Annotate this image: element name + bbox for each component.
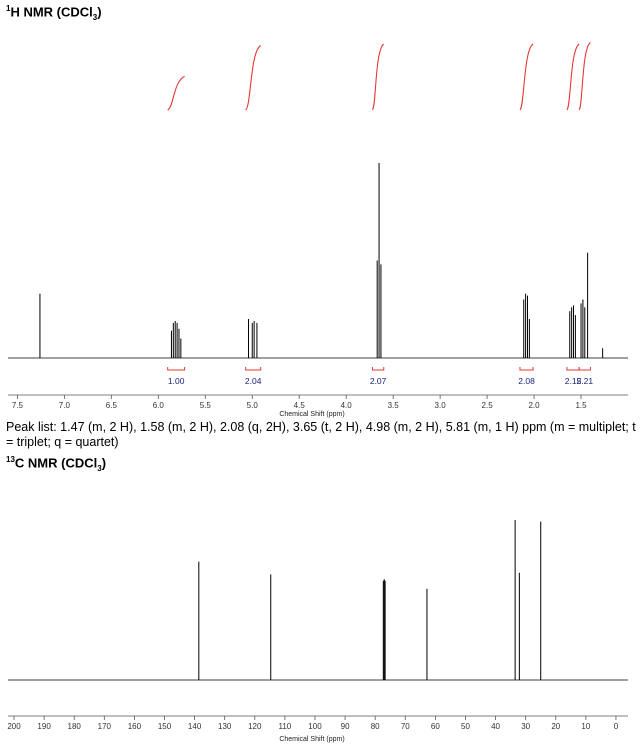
c-nmr-tick-label: 100 [308,722,322,731]
h-nmr-integral-bracket [578,367,591,371]
h-nmr-tick-label: 2.0 [528,401,540,410]
c-nmr-tick-label: 190 [37,722,51,731]
h-nmr-tick-label: 3.5 [388,401,400,410]
c-nmr-tick-label: 170 [98,722,112,731]
c-nmr-tick-label: 40 [491,722,500,731]
h-nmr-tick-label: 6.5 [106,401,118,410]
c-nmr-tick-label: 150 [158,722,172,731]
h-nmr-integral-value: 2.08 [518,376,535,386]
h-nmr-title: 1H NMR (CDCl3) [6,4,102,22]
h-nmr-tick-label: 4.0 [341,401,353,410]
c-nmr-tick-label: 70 [401,722,410,731]
h-nmr-integral-bracket [245,367,262,371]
h-nmr-integral-value: 2.07 [370,376,387,386]
c-nmr-tick-label: 200 [7,722,21,731]
c-nmr-tick-label: 140 [188,722,202,731]
h-nmr-integral-bracket [519,367,534,371]
h-nmr-integral-curve [167,75,185,111]
c-nmr-x-axis-label: Chemical Shift (ppm) [279,736,344,743]
c-nmr-tick-label: 60 [431,722,440,731]
h-nmr-ticks: 7.5 7.0 6.5 6.0 5.5 5.0 4.5 4.0 3.5 3.0 2.5 2.0 1.5 [12,395,587,410]
peak-list: Peak list: 1.47 (m, 2 H), 1.58 (m, 2 H),… [6,420,636,449]
c-nmr-tick-label: 10 [581,722,590,731]
h-nmr-tick-label: 5.5 [200,401,212,410]
h-nmr-tick-label: 4.5 [294,401,306,410]
h-nmr-tick-label: 7.0 [59,401,71,410]
c-nmr-tick-label: 80 [371,722,380,731]
h-nmr-tick-label: 7.5 [12,401,24,410]
h-nmr-integral-value: 2.15 [565,376,582,386]
c-nmr-tick-label: 90 [341,722,350,731]
c-nmr-tick-label: 110 [279,722,292,731]
h-nmr-tick-label: 6.0 [153,401,165,410]
c-nmr-tick-label: 20 [551,722,560,731]
c-nmr-tick-label: 30 [521,722,530,731]
c-nmr-tick-label: 130 [218,722,232,731]
h-nmr-integral-curve [371,43,385,111]
c-nmr-peaks [198,520,542,680]
c-nmr-title: 13C NMR (CDCl3) [6,455,107,473]
h-nmr-integral-curve [566,43,580,111]
h-nmr-integral-value: 2.04 [245,376,262,386]
h-nmr-integral-curves [167,42,591,111]
h-nmr-integral-bracket [371,367,385,371]
h-nmr-x-axis-label: Chemical Shift (ppm) [279,411,344,418]
h-nmr-integral-curve [245,45,262,111]
c-nmr-tick-label: 160 [128,722,142,731]
c-nmr-tick-label: 0 [614,722,619,731]
h-nmr-tick-label: 2.5 [482,401,494,410]
h-nmr-peaks [39,163,604,358]
c-nmr-tick-label: 120 [248,722,262,731]
h-nmr-integral-value: 1.00 [168,376,185,386]
c-nmr-ticks: 200 190 180 170 160 150 140 130 120 110 100 90 80 70 6… [7,716,619,731]
c-nmr-tick-label: 50 [461,722,470,731]
h-nmr-chart: 1.00 2.04 2.07 2.08 2.152.21 7.5 7.0 6.5 6.0 5.5… [8,42,628,418]
h-nmr-tick-label: 1.5 [575,401,587,410]
h-nmr-integral-value: 2.21 [577,376,594,386]
h-nmr-integral-curve [519,43,534,111]
h-nmr-integral-marks: 1.00 2.04 2.07 2.08 2.152.21 [167,367,594,386]
h-nmr-tick-label: 3.0 [435,401,447,410]
c-nmr-tick-label: 180 [68,722,82,731]
h-nmr-integral-bracket [167,367,186,371]
h-nmr-integral-curve [578,42,591,111]
h-nmr-tick-label: 5.0 [247,401,259,410]
